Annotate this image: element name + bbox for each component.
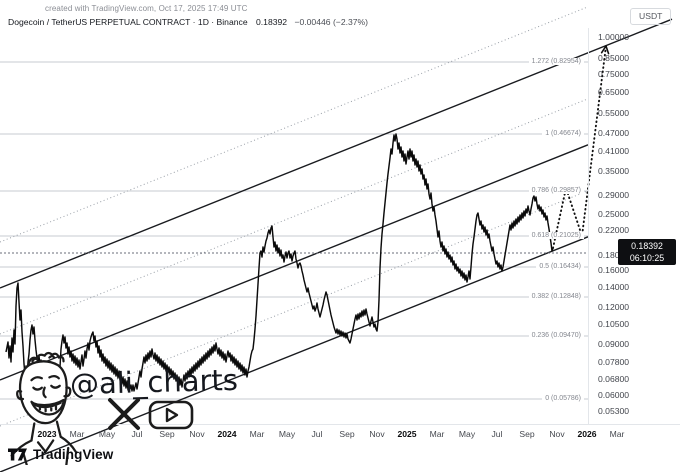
time-tick-month: Jul	[311, 429, 323, 439]
price-tick-label: 0.14000	[598, 282, 630, 292]
last-price-badge: 0.18392 06:10:25	[618, 239, 676, 265]
time-tick-month: May	[458, 429, 476, 439]
currency-chip[interactable]: USDT	[630, 8, 672, 25]
time-tick-year: 2024	[217, 429, 237, 439]
price-tick-label: 0.25000	[598, 209, 630, 219]
time-tick-year: 2025	[397, 429, 417, 439]
badge-price: 0.18392	[631, 241, 663, 251]
fib-level-label: 0 (0.05786)	[542, 394, 584, 402]
price-tick-label: 0.22000	[598, 225, 630, 235]
price-tick-label: 0.09000	[598, 339, 630, 349]
projection-arrowhead	[605, 45, 610, 55]
price-tick-label: 0.06000	[598, 390, 630, 400]
time-tick-month: Mar	[249, 429, 265, 439]
price-tick-label: 0.05300	[598, 406, 630, 416]
tradingview-logo-text: TradingView	[33, 447, 114, 462]
time-tick-month: Nov	[549, 429, 565, 439]
fib-level-label: 0.5 (0.16434)	[536, 262, 584, 270]
channel-trendline	[0, 236, 589, 472]
channel-trendline	[0, 144, 589, 381]
projection-arrowhead	[600, 45, 607, 54]
price-tick-label: 0.16000	[598, 265, 630, 275]
price-change-value: −0.00446 (−2.37%)	[294, 17, 369, 27]
time-tick-month: May	[98, 429, 116, 439]
time-tick-month: Sep	[339, 429, 355, 439]
tradingview-logo-icon	[8, 448, 27, 461]
price-tick-label: 1.00000	[598, 32, 630, 42]
price-tick-label: 0.41000	[598, 146, 630, 156]
price-tick-label: 0.07800	[598, 357, 630, 367]
fib-level-label: 0.236 (0.09470)	[528, 331, 584, 339]
price-tick-label: 0.35000	[598, 166, 630, 176]
time-tick-month: Mar	[429, 429, 445, 439]
projection-path	[552, 45, 607, 249]
created-with-text: created with TradingView.com, Oct 17, 20…	[45, 4, 248, 13]
price-tick-label: 0.75000	[598, 69, 630, 79]
fib-level-label: 0.382 (0.12848)	[528, 292, 584, 300]
fib-level-label: 1.272 (0.82954)	[528, 57, 584, 65]
price-tick-label: 0.55000	[598, 108, 630, 118]
badge-countdown: 06:10:25	[629, 253, 665, 263]
symbol-title[interactable]: Dogecoin / TetherUS PERPETUAL CONTRACT ·…	[8, 17, 248, 27]
time-tick-month: Mar	[69, 429, 85, 439]
last-price-value: 0.18392	[256, 17, 288, 27]
time-tick-year: 2023	[37, 429, 57, 439]
fib-level-label: 0.618 (0.21025)	[528, 231, 584, 239]
symbol-header: Dogecoin / TetherUS PERPETUAL CONTRACT ·…	[8, 17, 368, 27]
channel-midline-dotted	[0, 6, 589, 243]
price-tick-label: 0.12000	[598, 302, 630, 312]
time-tick-month: Nov	[369, 429, 385, 439]
time-axis[interactable]: 2023 Mar May Jul Sep Nov 2024 Mar May Jul Sep Nov 20…	[0, 425, 680, 444]
price-tick-label: 0.10500	[598, 319, 630, 329]
time-tick-month: Sep	[159, 429, 175, 439]
time-tick-month: May	[278, 429, 296, 439]
price-tick-label: 0.85000	[598, 53, 630, 63]
time-axis-border	[0, 424, 680, 425]
price-tick-label: 0.29000	[598, 190, 630, 200]
time-tick-month: Mar	[609, 429, 625, 439]
price-axis-border	[588, 28, 589, 424]
time-tick-month: Nov	[189, 429, 205, 439]
time-tick-month: Jul	[131, 429, 143, 439]
time-tick-year: 2026	[577, 429, 597, 439]
price-axis[interactable]: USDT 1.00000 0.85000 0.75000 0.65000 0.55000…	[588, 0, 680, 472]
fib-level-label: 0.786 (0.29857)	[528, 186, 584, 194]
price-tick-label: 0.06800	[598, 374, 630, 384]
price-tick-label: 0.18000	[598, 250, 630, 260]
time-tick-month: Sep	[519, 429, 535, 439]
time-tick-month: Jul	[491, 429, 503, 439]
fib-level-label: 1 (0.46674)	[542, 129, 584, 137]
brand-footer: TradingView	[8, 446, 113, 463]
channel-midline-dotted	[0, 190, 589, 427]
price-tick-label: 0.47000	[598, 128, 630, 138]
price-line	[5, 133, 554, 392]
price-tick-label: 0.65000	[598, 87, 630, 97]
